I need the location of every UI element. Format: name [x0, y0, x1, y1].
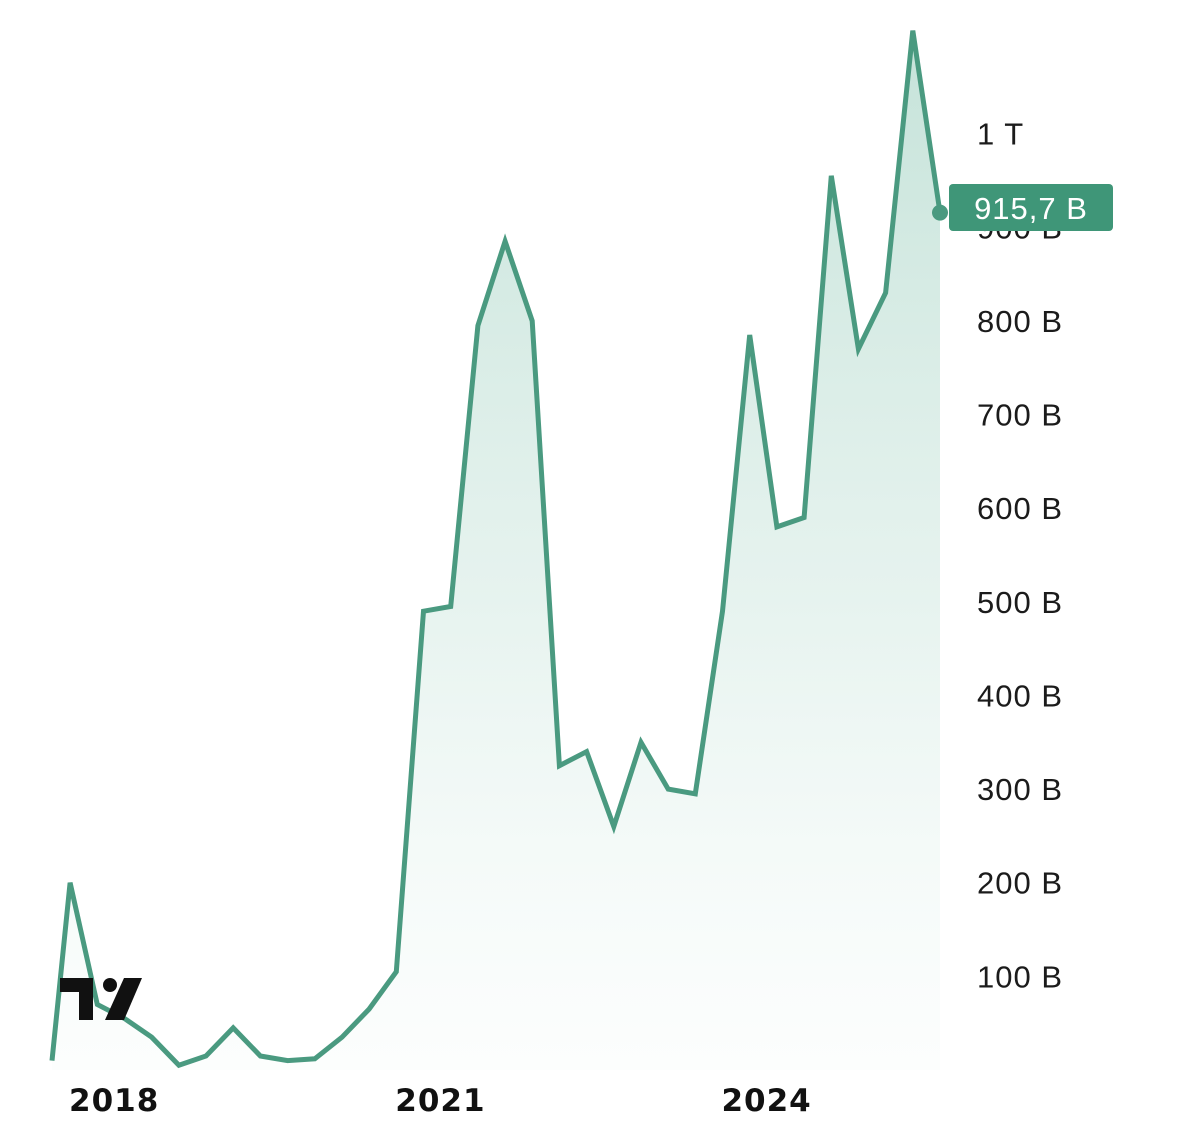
series-line-layer [49, 30, 943, 1069]
x-tick-label: 2024 [721, 1083, 811, 1119]
data-point [257, 1053, 263, 1059]
data-point [448, 604, 454, 610]
last-data-point [932, 204, 948, 221]
data-point [475, 323, 481, 329]
series-area [52, 30, 940, 1071]
data-point [584, 749, 590, 755]
data-point [747, 332, 753, 338]
y-tick-label: 500 B [977, 585, 1063, 620]
y-tick-label: 700 B [977, 398, 1063, 433]
data-point [421, 608, 427, 614]
data-point [67, 880, 73, 886]
data-point [883, 290, 889, 296]
x-tick-label: 2018 [69, 1083, 159, 1119]
last-value-label-background [949, 184, 1113, 231]
last-value-label: 915,7 B [949, 184, 1113, 231]
data-point [774, 524, 780, 530]
data-point [611, 824, 617, 830]
area-fill-layer [52, 30, 940, 1071]
data-point [502, 238, 508, 244]
y-tick-label: 100 B [977, 959, 1063, 994]
y-tick-label: 1 T [977, 117, 1024, 152]
series-line [49, 30, 943, 1069]
y-tick-label: 400 B [977, 679, 1063, 714]
data-point [529, 318, 535, 324]
data-points-layer [49, 28, 948, 1068]
data-point [665, 786, 671, 792]
y-tick-label: 800 B [977, 304, 1063, 339]
y-tick-label: 300 B [977, 772, 1063, 807]
data-point [339, 1034, 345, 1040]
data-point [910, 28, 916, 34]
data-point [312, 1056, 318, 1062]
data-point [556, 763, 562, 769]
data-point [203, 1053, 209, 1059]
data-point [149, 1034, 155, 1040]
data-point [366, 1006, 372, 1012]
data-point [801, 515, 807, 521]
y-tick-label: 600 B [977, 491, 1063, 526]
data-point [285, 1058, 291, 1064]
tradingview-logo-icon[interactable] [60, 978, 142, 1020]
data-point [230, 1025, 236, 1031]
last-value-label-text: 915,7 B [974, 191, 1088, 226]
data-point [94, 1002, 100, 1008]
data-point [638, 739, 644, 745]
data-point [828, 173, 834, 179]
data-point [49, 1058, 55, 1064]
y-tick-label: 200 B [977, 866, 1063, 901]
x-tick-label: 2021 [395, 1083, 485, 1119]
data-point [855, 346, 861, 352]
data-point [176, 1062, 182, 1068]
x-axis: 2018 2021 2024 [69, 1083, 811, 1119]
data-point [692, 791, 698, 797]
data-point [720, 608, 726, 614]
data-point [393, 969, 399, 975]
